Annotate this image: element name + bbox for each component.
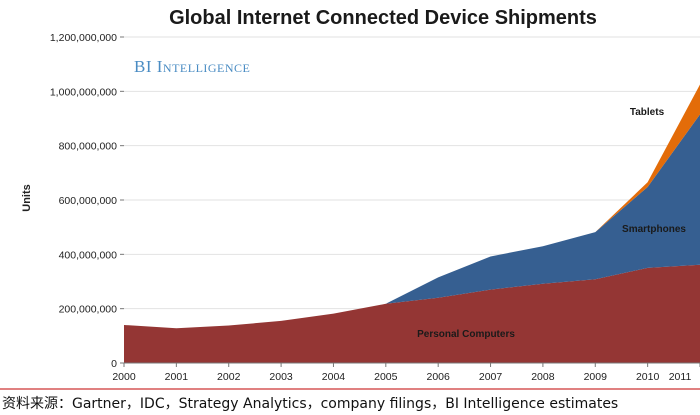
chart-title: Global Internet Connected Device Shipmen…	[169, 7, 597, 29]
y-tick-label: 0	[111, 358, 117, 370]
watermark-logo: BI Intelligence	[134, 57, 250, 76]
plot-areas	[124, 84, 700, 363]
y-tick-label: 600,000,000	[59, 195, 118, 207]
x-tick-label: 2008	[531, 371, 555, 383]
x-tick-label: 2009	[584, 371, 608, 383]
y-axis-ticks: 0 200,000,000 400,000,000 600,000,000 800,00…	[50, 32, 124, 370]
area-personal-computers	[124, 264, 700, 363]
label-smartphones: Smartphones	[622, 224, 686, 235]
x-tick-label: 2011	[669, 371, 692, 383]
x-tick-label: 2003	[269, 371, 293, 383]
y-tick-label: 800,000,000	[59, 141, 118, 153]
x-tick-label: 2010	[636, 371, 660, 383]
y-tick-label: 1,000,000,000	[50, 86, 117, 98]
area-smartphones	[124, 114, 700, 329]
x-tick-label: 2004	[322, 371, 346, 383]
x-tick-label: 2005	[374, 371, 398, 383]
label-personal-computers: Personal Computers	[417, 329, 515, 340]
x-tick-label: 2000	[112, 371, 136, 383]
source-note: 资料来源：Gartner，IDC，Strategy Analytics，comp…	[2, 396, 618, 412]
y-tick-label: 1,200,000,000	[50, 32, 117, 44]
x-tick-label: 2006	[427, 371, 451, 383]
x-tick-label: 2007	[479, 371, 503, 383]
x-tick-label: 2002	[217, 371, 241, 383]
y-axis-label: Units	[21, 184, 33, 212]
y-tick-label: 400,000,000	[59, 249, 118, 261]
x-tick-label: 2001	[165, 371, 189, 383]
x-axis-ticks: 2000 2001 2002 2003 2004 2005 2006 2007 2008 2009…	[112, 363, 700, 383]
label-tablets: Tablets	[630, 107, 665, 118]
y-tick-label: 200,000,000	[59, 304, 118, 316]
